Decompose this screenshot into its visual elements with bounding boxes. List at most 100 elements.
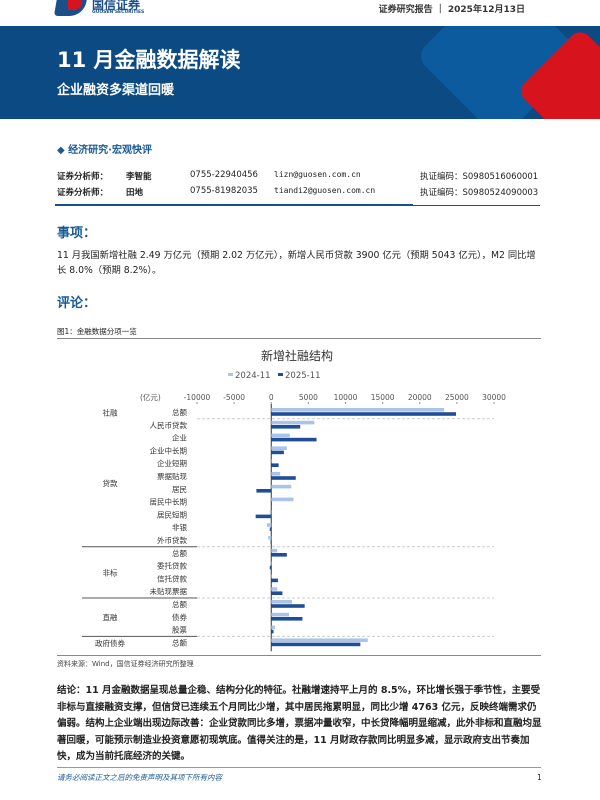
social-financing-chart: 新增社融结构 2024-11 2025-11 (亿元) -10000 -5000 0 50… <box>82 348 506 652</box>
logo-text-en: GUOSEN SECURITIES <box>92 10 145 15</box>
bar-2025-11 <box>270 540 272 544</box>
legend-label: 2024-11 <box>235 371 271 381</box>
bar-2024-11 <box>271 612 290 617</box>
conclusion-text: 结论：11 月金融数据呈现总量企稳、结构分化的特征。社融增速持平上月的 8.5%… <box>57 685 542 762</box>
event-heading: 事项： <box>57 226 97 241</box>
bar-2024-11 <box>271 587 278 591</box>
category-label: 股票 <box>172 626 187 635</box>
category-label: 企业短期 <box>157 458 187 468</box>
x-tick-label: 15000 <box>371 393 395 402</box>
x-tick-label: 0 <box>269 393 274 402</box>
bar-2025-11 <box>271 629 274 634</box>
x-tick-label: -5000 <box>223 393 245 402</box>
x-tick-label: 25000 <box>445 393 469 402</box>
bar-2025-11 <box>255 514 272 519</box>
analyst-cert: 执证编码：S0980516060001 <box>420 172 539 182</box>
analyst-name: 田地 <box>126 188 144 198</box>
unit-label: (亿元) <box>140 392 161 402</box>
category-label: 经济研究·宏观快评 <box>68 145 152 156</box>
bar-2025-11 <box>269 565 272 570</box>
category-tag: ◆ 经济研究·宏观快评 <box>57 141 152 156</box>
category-label: 债券 <box>172 612 187 622</box>
bar-2024-11 <box>271 561 272 566</box>
analyst-email[interactable]: tiandi2@guosen.com.cn <box>274 186 376 195</box>
figure-caption: 图1：金融数据分项一览 <box>57 327 137 336</box>
bar-2024-11 <box>271 600 293 604</box>
title-banner <box>0 26 600 119</box>
comment-heading: 评论： <box>57 296 97 311</box>
bar-2025-11 <box>271 591 283 595</box>
analyst-role: 证券分析师： <box>57 172 109 182</box>
disclaimer-link[interactable]: 请务必阅读正文之后的免责声明及其项下所有内容 <box>57 773 222 782</box>
category-label: 总额 <box>172 599 187 609</box>
bar-2025-11 <box>271 604 305 608</box>
bar-2025-11 <box>271 425 301 429</box>
bar-2024-11 <box>271 497 294 502</box>
bar-2025-11 <box>271 642 361 647</box>
bar-2024-11 <box>268 536 272 540</box>
divider <box>57 338 541 339</box>
page-number: 1 <box>537 773 542 782</box>
bar-2025-11 <box>269 527 272 531</box>
bar-2024-11 <box>266 523 272 527</box>
bar-2025-11 <box>271 617 303 621</box>
bar-2025-11 <box>256 489 272 493</box>
analyst-name: 李智能 <box>126 172 152 182</box>
category-label: 人民币贷款 <box>150 420 188 430</box>
category-label: 总额 <box>172 548 187 558</box>
divider <box>55 204 413 206</box>
category-label: 委托贷款 <box>157 561 187 571</box>
analyst-email[interactable]: lizn@guosen.com.cn <box>274 170 361 179</box>
category-label: 未贴现票据 <box>150 586 188 596</box>
bar-2025-11 <box>271 463 279 467</box>
x-tick-label: 10000 <box>334 393 358 402</box>
diamond-icon: ◆ <box>57 145 69 156</box>
category-label: 外币贷款 <box>157 535 187 545</box>
legend-swatch <box>278 373 283 376</box>
report-subtitle: 企业融资多渠道回暖 <box>57 83 175 98</box>
chart-legend: 2024-11 2025-11 <box>228 371 321 381</box>
bar-2024-11 <box>271 548 278 553</box>
analyst-cert: 执证编码：S0980524090003 <box>420 188 539 198</box>
category-label: 总额 <box>172 637 187 647</box>
category-label: 居民中长期 <box>150 497 188 507</box>
bar-2024-11 <box>271 459 272 463</box>
bar-2025-11 <box>271 476 296 480</box>
bar-2025-11 <box>271 578 278 583</box>
category-label: 居民短期 <box>157 509 187 519</box>
bar-2024-11 <box>271 472 281 476</box>
divider <box>57 655 541 656</box>
bar-2024-11 <box>271 408 445 412</box>
analyst-phone: 0755-81982035 <box>190 186 258 196</box>
bar-2024-11 <box>271 638 368 642</box>
x-tick-label: 5000 <box>299 393 318 402</box>
analyst-role: 证券分析师： <box>57 188 109 198</box>
figure-source: 资料来源：Wind，国信证券经济研究所整理 <box>57 660 194 668</box>
bar-2024-11 <box>269 510 272 514</box>
x-tick-label: 30000 <box>482 393 506 402</box>
logo-text: 国信证券 <box>92 0 141 12</box>
logo-mark-red <box>68 0 82 10</box>
category-label: 信托贷款 <box>157 573 187 583</box>
group-label: 社融 <box>103 407 118 417</box>
analyst-phone: 0755-22940456 <box>190 170 258 180</box>
x-tick-label: -10000 <box>184 393 211 402</box>
event-text: 11 月我国新增社融 2.49 万亿元（预期 2.02 万亿元），新增人民币贷款… <box>57 250 536 276</box>
guosen-logo: 国信证券 GUOSEN SECURITIES <box>50 0 160 20</box>
category-label: 非银 <box>172 522 187 532</box>
category-label: 总额 <box>172 407 187 417</box>
report-date: 2025年12月13日 <box>447 5 525 15</box>
divider <box>413 205 540 206</box>
bar-2024-11 <box>271 446 287 450</box>
legend-label: 2025-11 <box>285 371 321 381</box>
divider <box>57 767 541 768</box>
report-title: 11 月金融数据解读 <box>57 48 241 72</box>
x-tick-label: 20000 <box>408 393 432 402</box>
bar-2024-11 <box>271 625 275 630</box>
bar-2024-11 <box>271 433 290 438</box>
report-type: 证券研究报告 <box>378 5 433 15</box>
header-meta: 证券研究报告 ｜ 2025年12月13日 <box>378 5 525 15</box>
bar-2025-11 <box>271 501 272 506</box>
group-label: 非标 <box>103 567 118 577</box>
bar-2025-11 <box>271 437 317 442</box>
